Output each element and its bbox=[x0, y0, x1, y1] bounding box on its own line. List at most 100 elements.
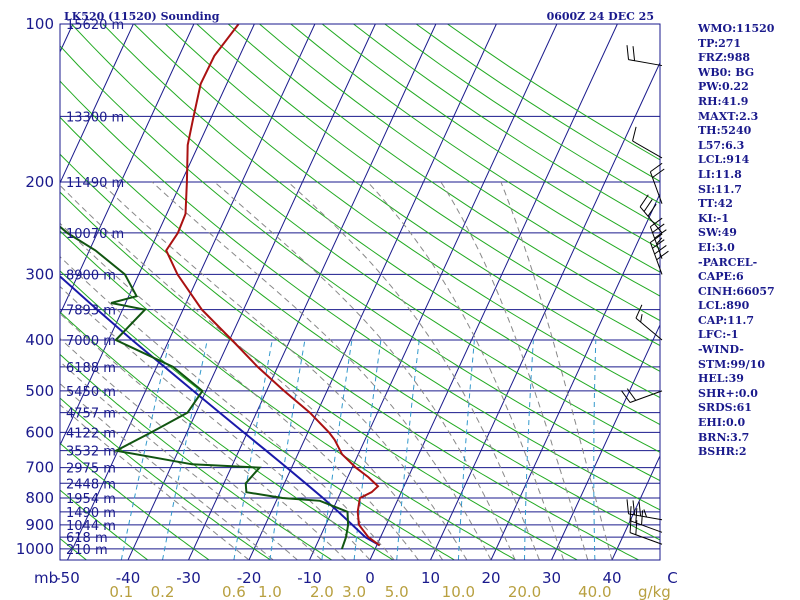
plot-frame bbox=[59, 23, 661, 561]
isotherm--40 bbox=[127, 24, 376, 560]
mixing-ratio-line-3 bbox=[353, 339, 382, 560]
index-item: LCL:914 bbox=[698, 153, 750, 167]
wind-barb-300 bbox=[649, 233, 669, 275]
isotherm-40 bbox=[611, 454, 660, 560]
wind-barb-flag-full bbox=[635, 304, 643, 319]
dry-adiabat--40 bbox=[60, 489, 149, 560]
dry-adiabat-90 bbox=[102, 24, 660, 426]
dry-adiabat-100 bbox=[133, 24, 660, 399]
wind-barb-flag-full bbox=[632, 500, 636, 515]
wind-barb-220 bbox=[649, 162, 665, 204]
wind-barb-flag-half bbox=[643, 509, 648, 518]
mixing-ratio-tick-3: 1.0 bbox=[258, 583, 282, 600]
dry-adiabat-40 bbox=[60, 153, 639, 560]
temperature-tick-7: 20 bbox=[481, 569, 500, 587]
temperature-tick-0: -50 bbox=[55, 569, 80, 587]
mixing-ratio-tick-0: 0.1 bbox=[109, 583, 133, 600]
index-item: -WIND- bbox=[698, 343, 744, 357]
index-item: BSHR:2 bbox=[698, 445, 747, 459]
temperature-tick-10: C bbox=[667, 569, 677, 587]
pressure-unit-label: mb bbox=[34, 569, 58, 587]
index-item: PW:0.22 bbox=[698, 80, 749, 94]
index-item: TH:5240 bbox=[698, 124, 752, 138]
index-item: -PARCEL- bbox=[698, 255, 758, 269]
temperature-tick-6: 10 bbox=[421, 569, 440, 587]
isotherm--90 bbox=[60, 24, 74, 54]
mixing-ratio-line-0.6 bbox=[233, 339, 273, 560]
wind-barb-flag-full bbox=[638, 501, 642, 517]
height-label-1000: 210 m bbox=[66, 543, 108, 558]
dry-adiabat-110 bbox=[165, 24, 660, 372]
wind-barb-500 bbox=[621, 388, 663, 403]
height-label-450: 6188 m bbox=[66, 361, 116, 376]
pressure-tick-500: 500 bbox=[25, 382, 54, 400]
sounding-profiles bbox=[60, 24, 381, 550]
indices-panel: WMO:11520 TP:271 FRZ:988 WB0: BG PW:0.22 RH:4… bbox=[698, 22, 798, 460]
dry-adiabat-80 bbox=[71, 24, 660, 453]
index-item: FRZ:988 bbox=[698, 51, 751, 65]
moist-adiabat-28 bbox=[287, 181, 540, 560]
wind-barb-flag-full bbox=[626, 45, 630, 60]
moist-adiabat-36 bbox=[440, 181, 589, 560]
dry-adiabat-20 bbox=[60, 230, 517, 560]
wind-barb-flag-full bbox=[652, 168, 665, 178]
pressure-tick-300: 300 bbox=[25, 265, 54, 283]
moist-adiabat-24 bbox=[214, 181, 516, 560]
chart-time: 0600Z 24 DEC 25 bbox=[547, 10, 654, 23]
mixing-ratio-line-10 bbox=[457, 339, 475, 560]
height-label-250: 10070 m bbox=[66, 227, 124, 242]
pressure-tick-400: 400 bbox=[25, 331, 54, 349]
index-item: WMO:11520 bbox=[698, 22, 775, 35]
isotherm--80 bbox=[60, 24, 134, 185]
height-label-650: 3532 m bbox=[66, 445, 116, 460]
pressure-tick-900: 900 bbox=[25, 516, 54, 534]
mixing-ratio-line-0.2 bbox=[162, 339, 208, 560]
wind-barb-880 bbox=[626, 499, 663, 521]
isotherm--30 bbox=[188, 24, 437, 560]
mixing-ratio-tick-4: 2.0 bbox=[310, 583, 334, 600]
height-label-200: 11490 m bbox=[66, 176, 124, 191]
index-item: BRN:3.7 bbox=[698, 430, 750, 444]
index-item: SHR+:0.0 bbox=[698, 386, 758, 400]
wind-barb-flag-full bbox=[650, 233, 663, 243]
temperature-tick-9: 40 bbox=[602, 569, 621, 587]
wind-barb-flag-full bbox=[652, 239, 665, 249]
pressure-tick-1000: 1000 bbox=[16, 540, 54, 558]
mixing-ratio-tick-5: 3.0 bbox=[342, 583, 366, 600]
mixing-ratio-tick-9: 40.0 bbox=[578, 583, 611, 600]
index-item: SW:49 bbox=[698, 226, 737, 240]
height-label-900: 1044 m bbox=[66, 519, 116, 534]
moist-adiabat--4 bbox=[60, 312, 347, 560]
isotherm--70 bbox=[60, 24, 195, 316]
wind-barb-flag-half bbox=[656, 237, 663, 245]
height-label-850: 1490 m bbox=[66, 506, 116, 521]
height-label-950: 618 m bbox=[66, 531, 108, 546]
wind-barb-flag-full bbox=[641, 510, 644, 525]
index-item: RH:41.9 bbox=[698, 94, 749, 108]
wind-barb-180 bbox=[632, 126, 663, 159]
height-label-750: 2448 m bbox=[66, 477, 116, 492]
isotherm--100 bbox=[0, 24, 12, 560]
height-label-600: 4122 m bbox=[66, 426, 116, 441]
index-item: EHI:0.0 bbox=[698, 416, 746, 430]
moist-adiabat--16 bbox=[60, 382, 274, 560]
wind-barb-flag-full bbox=[626, 388, 637, 401]
mixing-ratio-line-1 bbox=[269, 339, 306, 560]
isotherm--60 bbox=[60, 24, 255, 447]
dewpoint-trace bbox=[60, 225, 350, 550]
pressure-tick-100: 100 bbox=[25, 15, 54, 33]
height-label-350: 7893 m bbox=[66, 304, 116, 319]
index-item: CAPE:6 bbox=[698, 270, 744, 284]
wind-barb-280 bbox=[649, 217, 667, 259]
temperature-tick-3: -20 bbox=[237, 569, 262, 587]
index-item: KI:-1 bbox=[698, 211, 729, 225]
wind-barb-flag-full bbox=[650, 217, 663, 228]
mixing-ratio-tick-1: 0.2 bbox=[151, 583, 175, 600]
wind-barb-250 bbox=[639, 194, 663, 234]
index-item: LFC:-1 bbox=[698, 328, 739, 342]
wind-barb-flag-full bbox=[656, 250, 669, 261]
dry-adiabat-120 bbox=[196, 24, 660, 347]
temperature-trace bbox=[165, 24, 381, 547]
wind-barb-flag-full bbox=[626, 499, 630, 514]
